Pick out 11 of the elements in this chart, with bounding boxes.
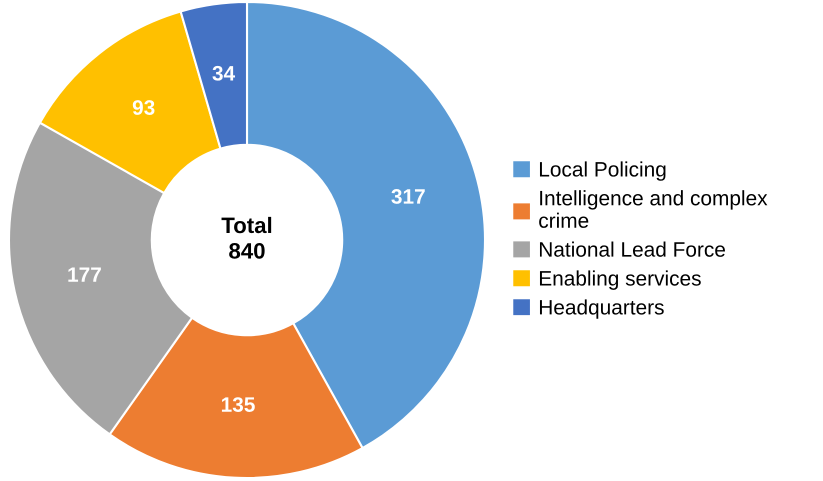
data-label: 93 (132, 100, 155, 115)
legend-label: Local Policing (540, 161, 666, 181)
text: Total 840 (222, 216, 272, 259)
legend-label: National Lead Force (540, 242, 725, 257)
legend-label: Headquarters (540, 299, 664, 319)
data-label: 317 (391, 189, 425, 204)
data-label: 177 (68, 267, 101, 282)
legend-label: Intelligence and complex crime (539, 190, 768, 228)
legend-label: Enabling services (540, 270, 701, 290)
data-label: 135 (222, 397, 255, 412)
data-label: 34 (212, 66, 236, 81)
